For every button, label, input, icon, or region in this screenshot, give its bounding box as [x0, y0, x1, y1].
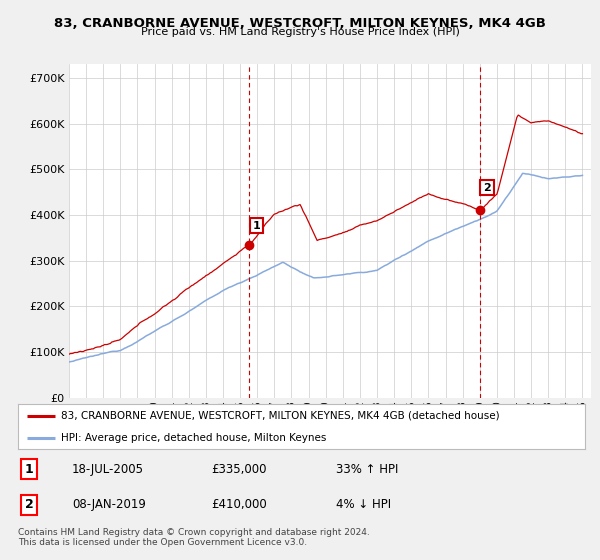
Text: 1: 1	[253, 221, 260, 231]
Text: Price paid vs. HM Land Registry's House Price Index (HPI): Price paid vs. HM Land Registry's House …	[140, 27, 460, 38]
Text: 08-JAN-2019: 08-JAN-2019	[72, 498, 146, 511]
Text: 18-JUL-2005: 18-JUL-2005	[72, 463, 144, 475]
Text: £410,000: £410,000	[211, 498, 266, 511]
Text: 83, CRANBORNE AVENUE, WESTCROFT, MILTON KEYNES, MK4 4GB: 83, CRANBORNE AVENUE, WESTCROFT, MILTON …	[54, 17, 546, 30]
Text: £335,000: £335,000	[211, 463, 266, 475]
Text: 2: 2	[25, 498, 34, 511]
Text: Contains HM Land Registry data © Crown copyright and database right 2024.
This d: Contains HM Land Registry data © Crown c…	[18, 528, 370, 547]
Text: HPI: Average price, detached house, Milton Keynes: HPI: Average price, detached house, Milt…	[61, 433, 326, 443]
Text: 1: 1	[25, 463, 34, 475]
Text: 2: 2	[483, 183, 491, 193]
Text: 4% ↓ HPI: 4% ↓ HPI	[335, 498, 391, 511]
Text: 33% ↑ HPI: 33% ↑ HPI	[335, 463, 398, 475]
Text: 83, CRANBORNE AVENUE, WESTCROFT, MILTON KEYNES, MK4 4GB (detached house): 83, CRANBORNE AVENUE, WESTCROFT, MILTON …	[61, 410, 499, 421]
